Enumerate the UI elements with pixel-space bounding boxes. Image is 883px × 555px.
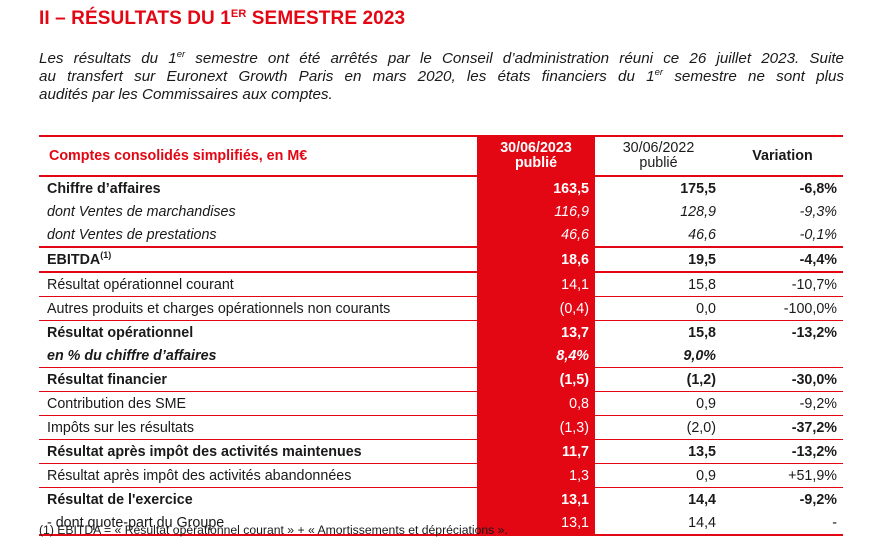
variation: +51,9% [722, 463, 843, 488]
row-label: dont Ventes de marchandises [47, 203, 236, 220]
value-2022: (1,2) [595, 367, 722, 392]
header-col-2022-date: 30/06/2022 [622, 140, 695, 156]
value-2023: 46,6 [477, 223, 595, 248]
intro-line-2: au transfert sur Euronext Growth Paris e… [39, 67, 844, 85]
footnote-marker: (1) [39, 523, 54, 537]
value-2022: 175,5 [680, 180, 716, 197]
row-label: Chiffre d’affaires [47, 180, 161, 197]
value-2023: (1,5) [477, 367, 595, 392]
value-2022: 15,8 [595, 272, 722, 297]
header-col-2023-date: 30/06/2023 [500, 140, 572, 156]
table-row: Résultat après impôt des activités aband… [39, 463, 843, 488]
table-row: dont Ventes de marchandises 116,9 128,9 … [39, 200, 843, 223]
header-col-2022: 30/06/2022 publié [595, 135, 722, 177]
table-header-row: Comptes consolidés simplifiés, en M€ 30/… [39, 135, 843, 177]
value-2023: (0,4) [477, 296, 595, 321]
value-2022: 128,9 [680, 203, 716, 220]
value-2022: 19,5 [595, 247, 722, 273]
row-label: Résultat après impôt des activités maint… [39, 439, 477, 464]
table-row: EBITDA(1) 18,6 19,5 -4,4% [39, 247, 843, 273]
row-label: Impôts sur les résultats [39, 415, 477, 440]
variation: -100,0% [722, 296, 843, 321]
value-2023: 1,3 [477, 463, 595, 488]
value-2022: 0,9 [595, 463, 722, 488]
table-row: Résultat financier (1,5) (1,2) -30,0% [39, 367, 843, 392]
value-2023: (1,3) [477, 415, 595, 440]
table-row: Contribution des SME 0,8 0,9 -9,2% [39, 391, 843, 416]
value-2022: 9,0% [595, 344, 722, 368]
variation: -13,2% [791, 324, 837, 341]
value-2023: 13,7 [477, 320, 595, 344]
value-2023: 13,1 [477, 511, 595, 536]
table-row: Chiffre d’affaires 163,5 175,5 -6,8% [39, 176, 843, 200]
value-2023: 11,7 [477, 439, 595, 464]
header-col-variation: Variation [722, 135, 843, 177]
title-suffix: SEMESTRE 2023 [246, 8, 406, 29]
title-superscript: ER [230, 8, 247, 20]
variation: -30,0% [722, 367, 843, 392]
value-2023: 14,1 [477, 272, 595, 297]
intro-paragraph: Les résultats du 1er semestre ont été ar… [39, 50, 844, 104]
footnote-text: EBITDA = « Résultat opérationnel courant… [53, 523, 508, 537]
value-2023: 8,4% [477, 344, 595, 368]
variation: -10,7% [722, 272, 843, 297]
row-label: Autres produits et charges opérationnels… [39, 296, 477, 321]
results-table: Comptes consolidés simplifiés, en M€ 30/… [39, 135, 843, 536]
table-row: Résultat de l'exercice 13,1 14,4 -9,2% [39, 487, 843, 511]
row-label: Résultat de l'exercice [47, 491, 193, 508]
table-row: Résultat opérationnel 13,7 15,8 -13,2% [39, 320, 843, 344]
row-label: EBITDA(1) [39, 247, 477, 273]
section-title: II – RÉSULTATS DU 1ER SEMESTRE 2023 [39, 8, 405, 30]
value-2023: 163,5 [477, 176, 595, 200]
title-prefix: II – RÉSULTATS DU 1 [39, 8, 231, 29]
row-label: en % du chiffre d’affaires [39, 344, 477, 368]
footnote: (1) EBITDA = « Résultat opérationnel cou… [39, 523, 508, 537]
variation: -6,8% [799, 180, 837, 197]
row-label: Contribution des SME [39, 391, 477, 416]
value-2022: 14,4 [688, 491, 716, 508]
variation: -9,2% [722, 391, 843, 416]
table-row: - dont quote-part du Groupe 13,1 14,4 - [39, 511, 843, 536]
variation: -13,2% [722, 439, 843, 464]
value-2023: 116,9 [477, 200, 595, 223]
variation: -0,1% [722, 223, 843, 248]
value-2022: (2,0) [595, 415, 722, 440]
table-row: Impôts sur les résultats (1,3) (2,0) -37… [39, 415, 843, 440]
table-row: Résultat après impôt des activités maint… [39, 439, 843, 464]
variation: -37,2% [722, 415, 843, 440]
variation: -9,3% [799, 203, 837, 220]
table-row: dont Ventes de prestations 46,6 46,6 -0,… [39, 223, 843, 248]
header-col-2022-sub: publié [639, 155, 678, 171]
row-label: Résultat après impôt des activités aband… [39, 463, 477, 488]
table-row: Résultat opérationnel courant 14,1 15,8 … [39, 272, 843, 297]
variation: - [722, 511, 843, 536]
value-2022: 13,5 [595, 439, 722, 464]
value-2022: 0,9 [595, 391, 722, 416]
table-row: en % du chiffre d’affaires 8,4% 9,0% [39, 344, 843, 368]
value-2023: 13,1 [477, 487, 595, 511]
variation [722, 344, 843, 368]
table-row: Autres produits et charges opérationnels… [39, 296, 843, 321]
value-2023: 0,8 [477, 391, 595, 416]
intro-line-1: Les résultats du 1er semestre ont été ar… [39, 49, 845, 67]
row-label: - dont quote-part du Groupe [39, 511, 477, 536]
value-2022: 14,4 [595, 511, 722, 536]
value-2022: 46,6 [595, 223, 722, 248]
header-col-2023: 30/06/2023 publié [477, 135, 595, 177]
intro-line-3: audités par les Commissaires aux comptes… [39, 86, 333, 103]
value-2023: 18,6 [477, 247, 595, 273]
row-label: Résultat opérationnel [47, 324, 194, 341]
variation: -9,2% [799, 491, 837, 508]
variation: -4,4% [722, 247, 843, 273]
header-label: Comptes consolidés simplifiés, en M€ [39, 135, 477, 177]
value-2022: 0,0 [595, 296, 722, 321]
row-label: Résultat opérationnel courant [39, 272, 477, 297]
header-col-2023-sub: publié [514, 155, 558, 171]
row-label: Résultat financier [39, 367, 477, 392]
value-2022: 15,8 [688, 324, 716, 341]
row-label: dont Ventes de prestations [39, 223, 477, 248]
